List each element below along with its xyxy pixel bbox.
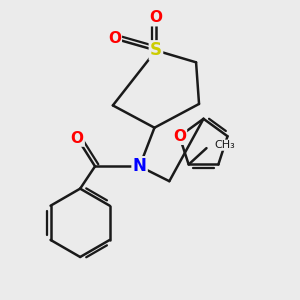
Text: O: O — [108, 31, 121, 46]
Text: O: O — [149, 10, 162, 25]
Text: CH₃: CH₃ — [214, 140, 235, 150]
Text: O: O — [173, 129, 186, 144]
Text: O: O — [71, 130, 84, 146]
Text: S: S — [150, 41, 162, 59]
Text: N: N — [133, 157, 146, 175]
